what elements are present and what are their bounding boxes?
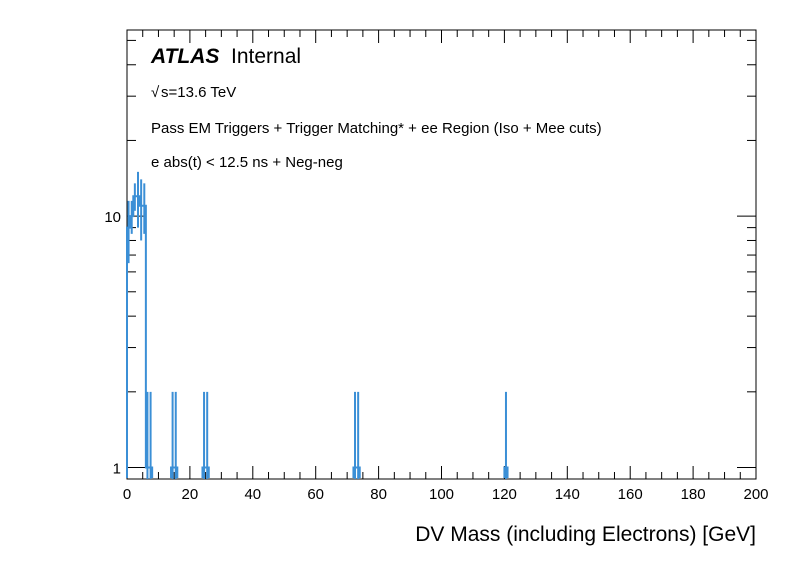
x-tick-label: 120 [492,486,517,503]
atlas-logo-text: ATLAS [150,45,219,68]
energy-label: s=13.6 TeV [161,84,236,101]
x-tick-label: 0 [123,486,131,503]
cut-label: e abs(t) < 12.5 ns + Neg-neg [151,154,343,171]
x-tick-label: 140 [555,486,580,503]
x-tick-label: 80 [370,486,387,503]
atlas-label: ATLAS Internal [150,45,301,68]
x-tick-label: 60 [307,486,324,503]
energy-root-symbol: √ [151,84,160,101]
x-tick-label: 160 [618,486,643,503]
y-tick-label: 1 [113,460,121,477]
x-axis-ticks: 0 20 40 60 80 100 120 140 160 180 200 [123,30,769,503]
x-tick-label: 40 [244,486,261,503]
x-tick-label: 100 [429,486,454,503]
x-axis-label: DV Mass (including Electrons) [GeV] [415,523,756,546]
x-tick-label: 180 [681,486,706,503]
internal-label: Internal [231,45,301,68]
histogram-line [126,195,509,478]
x-tick-label: 200 [743,486,768,503]
x-tick-label: 20 [182,486,199,503]
y-tick-label: 10 [104,209,121,226]
y-axis-ticks: 1 10 [104,209,756,477]
selection-label: Pass EM Triggers + Trigger Matching* + e… [151,120,602,137]
error-bars [127,171,507,479]
